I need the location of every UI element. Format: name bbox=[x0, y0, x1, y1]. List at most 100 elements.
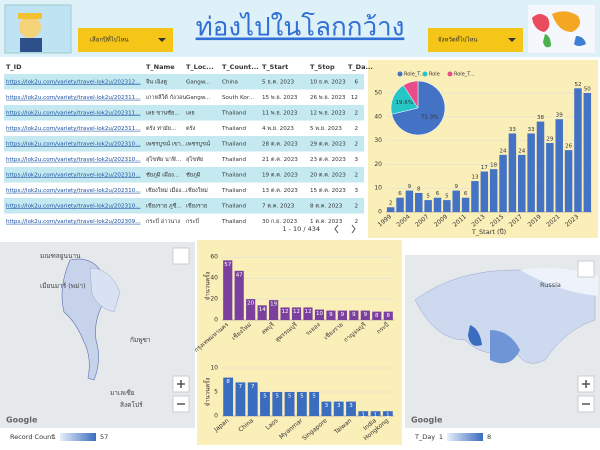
column-header: T_Loc... bbox=[186, 63, 214, 71]
cell: 15 ต.ค. 2023 bbox=[310, 188, 346, 194]
map-region bbox=[490, 330, 520, 364]
data-label: 19 bbox=[270, 302, 277, 308]
table-row[interactable] bbox=[4, 151, 364, 168]
pie-slice bbox=[391, 80, 446, 136]
bar bbox=[499, 154, 507, 212]
y-tick-label: 40 bbox=[210, 275, 218, 282]
row-link[interactable]: https://lok2u.com/variety/travel-lok2u/2… bbox=[6, 141, 141, 147]
row-link[interactable]: https://lok2u.com/variety/travel-lok2u/2… bbox=[6, 126, 141, 132]
prev-page[interactable] bbox=[334, 224, 339, 234]
table-row[interactable] bbox=[4, 182, 364, 199]
cell: China bbox=[222, 79, 238, 85]
bar bbox=[480, 171, 489, 212]
data-label: 5 bbox=[300, 394, 304, 400]
dropdown-label[interactable]: จังหวัดที่ไปไหน bbox=[438, 36, 478, 44]
cell: 5 พ.ย. 2023 bbox=[310, 126, 342, 132]
bar bbox=[372, 311, 382, 320]
dropdown-label[interactable]: เลือกปีที่ไปไหน bbox=[90, 36, 129, 44]
bar bbox=[508, 133, 517, 212]
row-link[interactable]: https://lok2u.com/variety/travel-lok2u/2… bbox=[6, 110, 141, 116]
data-label: 5 bbox=[263, 394, 267, 400]
bar bbox=[333, 401, 344, 416]
row-link[interactable]: https://lok2u.com/variety/travel-lok2u/2… bbox=[6, 79, 141, 85]
column-header: T_Da... bbox=[348, 63, 373, 71]
table-row[interactable] bbox=[4, 120, 364, 137]
data-label: 12 bbox=[305, 309, 312, 315]
bar bbox=[346, 401, 356, 416]
cell: เลย ขานชัย... bbox=[146, 109, 180, 116]
data-label: 8 bbox=[387, 313, 391, 319]
table-row[interactable] bbox=[4, 213, 364, 230]
bar bbox=[546, 143, 554, 212]
pie-slice bbox=[403, 80, 419, 109]
dropdown[interactable] bbox=[428, 28, 523, 52]
cell: 4 พ.ย. 2023 bbox=[262, 126, 294, 132]
y-tick-label: 5 bbox=[214, 389, 218, 396]
bar bbox=[433, 197, 442, 212]
data-label: 5 bbox=[426, 194, 430, 200]
pie-label: 71.3% bbox=[421, 115, 438, 121]
bar bbox=[396, 197, 404, 212]
row-link[interactable]: https://lok2u.com/variety/travel-lok2u/2… bbox=[6, 219, 141, 225]
data-label: 5 bbox=[445, 194, 449, 200]
bar bbox=[370, 411, 381, 416]
bar bbox=[257, 305, 267, 320]
data-label: 18 bbox=[490, 163, 497, 169]
cell: Thailand bbox=[221, 141, 246, 147]
cell: South Kor... bbox=[222, 95, 254, 101]
bar bbox=[314, 309, 325, 320]
cell: 3 bbox=[354, 188, 358, 194]
row-link[interactable]: https://lok2u.com/variety/travel-lok2u/2… bbox=[6, 157, 141, 163]
row-link[interactable]: https://lok2u.com/variety/travel-lok2u/2… bbox=[6, 172, 141, 178]
cell: เชียงราย bbox=[186, 202, 207, 209]
bar bbox=[360, 310, 370, 320]
map-label: กัมพูชา bbox=[130, 336, 151, 344]
cell: Thailand bbox=[221, 172, 246, 178]
data-label: 50 bbox=[584, 87, 591, 93]
legend-gradient bbox=[447, 433, 483, 441]
cell: 26 พ.ย. 2023 bbox=[310, 95, 346, 101]
legend-label: Role bbox=[429, 72, 440, 78]
fullscreen[interactable] bbox=[577, 260, 595, 278]
table-row[interactable] bbox=[4, 136, 364, 152]
cell: สุโขทัย bbox=[186, 155, 203, 163]
data-label: 3 bbox=[337, 403, 341, 409]
data-label: 3 bbox=[349, 403, 353, 409]
row-link[interactable]: https://lok2u.com/variety/travel-lok2u/2… bbox=[6, 203, 141, 209]
data-label: 1 bbox=[374, 413, 378, 419]
cell: เชียงใหม่ เมือง... bbox=[146, 187, 187, 194]
table-row[interactable] bbox=[4, 198, 364, 214]
map-brand: Google bbox=[6, 416, 38, 425]
legend-min: 1 bbox=[439, 433, 443, 441]
column-header: T_Start bbox=[262, 63, 288, 71]
cell: ตรัง bbox=[186, 125, 196, 132]
dropdown[interactable] bbox=[78, 28, 173, 52]
bar bbox=[443, 200, 451, 212]
data-label: 3 bbox=[325, 403, 329, 409]
y-tick-label: 60 bbox=[210, 254, 218, 261]
cell: เชียงใหม่ bbox=[186, 187, 208, 194]
cell: 8 ต.ค. 2023 bbox=[310, 203, 343, 209]
legend-title: Record Count bbox=[10, 433, 54, 441]
table-header-bg bbox=[4, 61, 364, 73]
fullscreen[interactable] bbox=[172, 247, 190, 265]
cell: 21 ต.ค. 2023 bbox=[262, 157, 298, 163]
next-page[interactable] bbox=[351, 224, 356, 234]
table-row[interactable] bbox=[4, 105, 364, 121]
legend-swatch bbox=[397, 71, 403, 77]
data-label: 5 bbox=[288, 394, 292, 400]
table-row[interactable] bbox=[4, 74, 364, 90]
y-tick-label: 10 bbox=[374, 185, 382, 192]
table-row[interactable] bbox=[4, 89, 364, 106]
legend-label: Role_T... bbox=[454, 72, 475, 78]
cell: 12 bbox=[351, 95, 358, 101]
data-label: 9 bbox=[352, 312, 356, 318]
bar bbox=[309, 392, 320, 416]
row-link[interactable]: https://lok2u.com/variety/travel-lok2u/2… bbox=[6, 95, 141, 101]
data-label: 20 bbox=[247, 301, 254, 307]
pagination: 1 - 10 / 434 bbox=[282, 225, 320, 233]
row-link[interactable]: https://lok2u.com/variety/travel-lok2u/2… bbox=[6, 188, 141, 194]
bar bbox=[405, 190, 414, 212]
table-row[interactable] bbox=[4, 167, 364, 183]
world-icon-shape bbox=[543, 34, 551, 48]
